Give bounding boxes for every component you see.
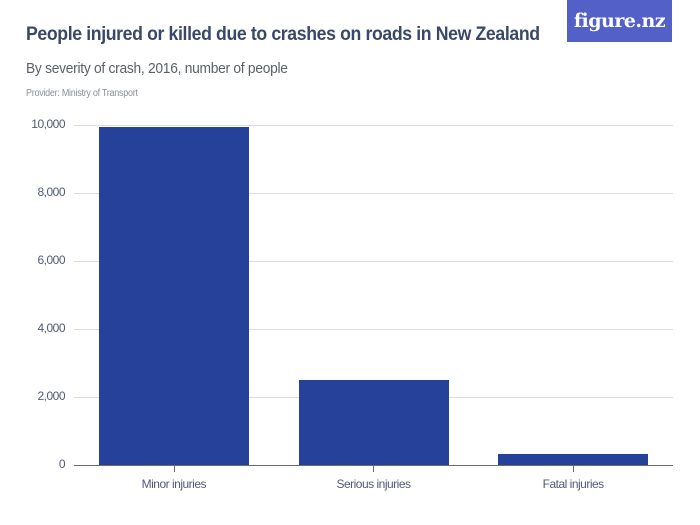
- figure-nz-logo[interactable]: figure.nz: [567, 0, 672, 42]
- chart-title: People injured or killed due to crashes …: [26, 24, 540, 45]
- chart-subtitle: By severity of crash, 2016, number of pe…: [26, 60, 288, 77]
- y-tick-label: 0: [58, 457, 66, 471]
- x-category-label: Fatal injuries: [542, 477, 605, 491]
- y-tick-label: 8,000: [37, 185, 65, 199]
- y-tick-label: 10,000: [31, 117, 65, 131]
- y-tick-label: 6,000: [37, 253, 65, 267]
- x-axis-baseline: [74, 465, 673, 466]
- gridline: [74, 125, 673, 126]
- y-tick-label: 2,000: [37, 389, 65, 403]
- gridline: [74, 329, 673, 330]
- gridline: [74, 261, 673, 262]
- bar-minor-injuries[interactable]: [98, 126, 249, 465]
- gridline: [74, 193, 673, 194]
- data-provider: Provider: Ministry of Transport: [26, 88, 138, 99]
- x-tick: [573, 466, 574, 472]
- x-tick: [174, 466, 175, 472]
- bar-fatal-injuries[interactable]: [498, 453, 649, 465]
- x-category-label: Minor injuries: [141, 477, 207, 491]
- x-tick: [373, 466, 374, 472]
- x-category-label: Serious injuries: [336, 477, 411, 491]
- logo-text: figure.nz: [573, 10, 666, 32]
- y-tick-label: 4,000: [37, 321, 65, 335]
- bar-serious-injuries[interactable]: [298, 380, 449, 465]
